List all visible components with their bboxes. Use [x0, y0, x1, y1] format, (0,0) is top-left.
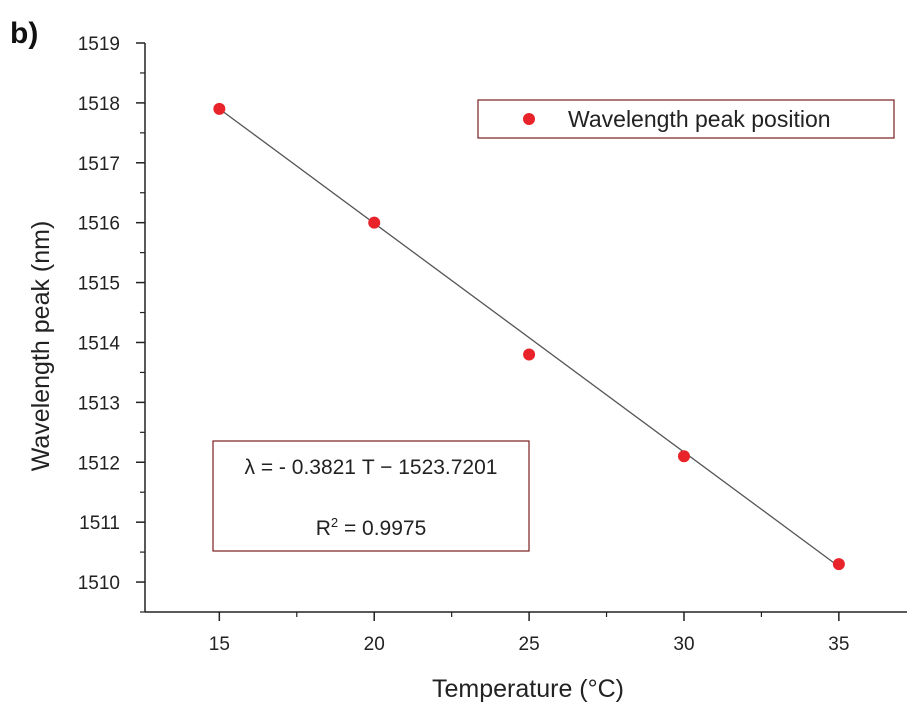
x-tick-label: 15 — [209, 634, 230, 655]
fit-line — [218, 108, 840, 568]
legend: Wavelength peak position — [477, 99, 895, 139]
y-tick-label: 1512 — [78, 453, 120, 474]
legend-box — [477, 99, 895, 139]
y-tick-label: 1517 — [78, 154, 120, 175]
y-tick-label: 1514 — [78, 333, 121, 354]
x-tick-label: 30 — [673, 634, 694, 655]
axes — [144, 43, 907, 613]
data-point — [213, 102, 226, 115]
y-tick-label: 1516 — [78, 214, 120, 235]
legend-label: Wavelength peak position — [568, 106, 831, 132]
x-tick-label: 25 — [519, 634, 540, 655]
data-points — [213, 102, 845, 571]
equation-box: λ = - 0.3821 T − 1523.7201 R2 = 0.9975 — [212, 440, 530, 552]
y-tick-label: 1519 — [78, 34, 120, 55]
y-tick-label: 1515 — [78, 274, 120, 295]
panel-label: b) — [10, 17, 38, 50]
x-tick-label: 20 — [364, 634, 385, 655]
y-axis-label: Wavelength peak (nm) — [27, 221, 55, 472]
data-point — [677, 450, 690, 463]
y-tick-label: 1511 — [79, 513, 120, 534]
x-tick-label: 35 — [828, 634, 849, 655]
equation-box-frame — [212, 440, 530, 552]
y-tick-label: 1518 — [78, 94, 120, 115]
data-point — [368, 216, 381, 229]
r-squared-text: R2 = 0.9975 — [316, 515, 427, 540]
data-point — [832, 558, 845, 571]
ticks: 15 20 25 30 35 1510 1511 1512 1513 1514 1515 1516 15… — [78, 34, 850, 655]
x-axis-label: Temperature (°C) — [432, 675, 624, 702]
data-point — [523, 348, 536, 361]
legend-marker — [523, 113, 535, 125]
equation-text: λ = - 0.3821 T − 1523.7201 — [245, 456, 498, 479]
fit-line-group — [218, 108, 840, 568]
y-tick-label: 1513 — [78, 393, 120, 414]
y-tick-label: 1510 — [78, 573, 120, 594]
